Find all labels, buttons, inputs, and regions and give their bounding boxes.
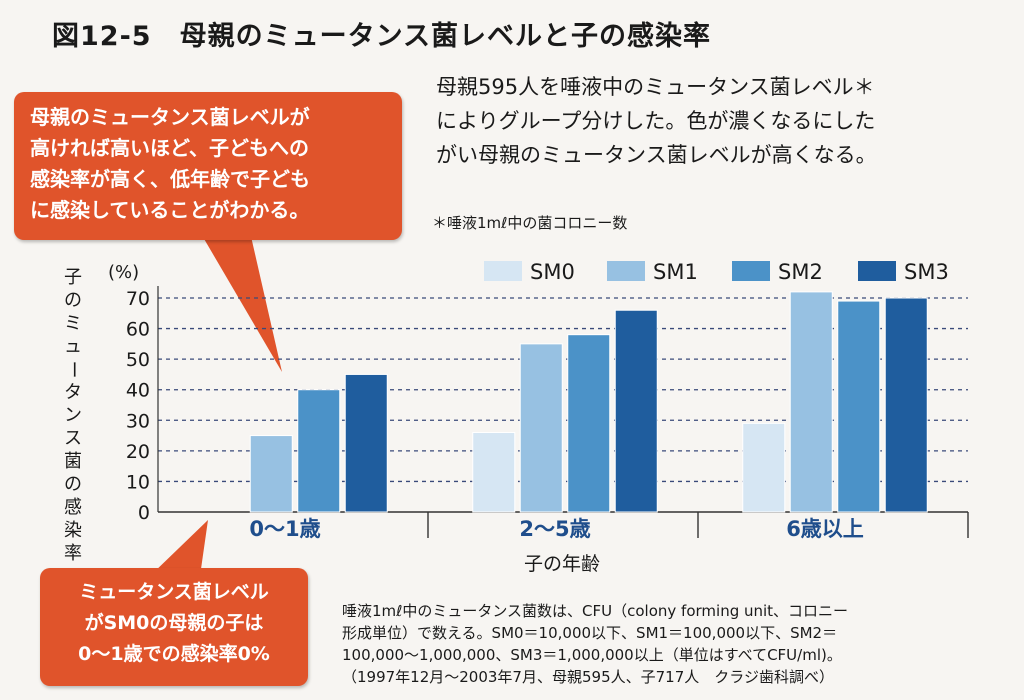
figure-title: 図12-5 母親のミュータンス菌レベルと子の感染率 xyxy=(52,21,712,52)
bar-sm1 xyxy=(519,343,563,513)
y-axis-label-char: 子 xyxy=(64,267,82,288)
bar-sm0 xyxy=(472,432,516,513)
callout-top: 母親のミュータンス菌レベルが 高ければ高いほど、子どもへの 感染率が高く、低年齢… xyxy=(14,92,402,240)
bar-sm2 xyxy=(567,334,611,513)
y-axis-label-char: 菌 xyxy=(64,451,82,472)
legend-label: SM2 xyxy=(778,260,823,284)
bar-sm3 xyxy=(614,309,658,513)
note-line: 形成単位）で数える。SM0＝10,000以下、SM1＝100,000以下、SM2… xyxy=(342,624,838,642)
note-line: 唾液1mℓ中のミュータンス菌数は、CFU（colony forming unit… xyxy=(342,602,849,620)
y-axis-label-char: ミ xyxy=(64,313,82,334)
callout-line: 母親のミュータンス菌レベルが xyxy=(30,105,310,129)
y-axis-label-char: 感 xyxy=(64,497,82,518)
bar-sm2 xyxy=(837,300,881,513)
y-tick-label: 40 xyxy=(126,380,150,402)
callout-bottom: ミュータンス菌レベル がSM0の母親の子は 0〜1歳での感染率0% xyxy=(40,568,308,686)
y-tick-label: 20 xyxy=(126,441,150,463)
y-axis-label-char: 率 xyxy=(64,543,82,564)
x-axis-title: 子の年齢 xyxy=(524,553,600,575)
callout-line: 0〜1歳での感染率0% xyxy=(78,643,270,665)
description: 母親595人を唾液中のミュータンス菌レベル＊ によりグループ分けした。色が濃くな… xyxy=(436,70,976,172)
legend-swatch-sm1 xyxy=(607,261,645,281)
bar-sm3 xyxy=(884,297,928,513)
description-line: がい母親のミュータンス菌レベルが高くなる。 xyxy=(436,143,877,167)
legend-label: SM0 xyxy=(530,260,575,284)
legend-swatch-sm3 xyxy=(858,261,896,281)
x-category-label: 0〜1歳 xyxy=(249,517,320,541)
y-axis-unit: (%) xyxy=(108,262,140,283)
callout-line: ミュータンス菌レベル xyxy=(79,581,269,603)
callout-line: がSM0の母親の子は xyxy=(84,612,264,634)
y-axis-label-char: タ xyxy=(64,382,82,403)
description-line: 母親595人を唾液中のミュータンス菌レベル＊ xyxy=(436,75,875,99)
legend-label: SM3 xyxy=(904,260,949,284)
bar-sm1 xyxy=(249,435,293,513)
footnote: ＊唾液1mℓ中の菌コロニー数 xyxy=(432,214,628,232)
y-tick-label: 30 xyxy=(126,410,150,432)
callout-line: に感染していることがわかる。 xyxy=(30,198,310,222)
y-axis-label-char: ン xyxy=(64,405,82,426)
y-axis-label-char: の xyxy=(64,474,82,495)
y-tick-label: 60 xyxy=(126,319,150,341)
legend-swatch-sm2 xyxy=(732,261,770,281)
bar-sm3 xyxy=(344,373,388,513)
bar-sm0 xyxy=(742,422,786,513)
x-category-label: 6歳以上 xyxy=(786,517,864,541)
y-axis-label: 子のミュータンス菌の感染率 xyxy=(62,266,84,565)
y-tick-label: 50 xyxy=(126,349,150,371)
callout-line: 高ければ高いほど、子どもへの xyxy=(30,136,309,160)
y-axis-label-char: の xyxy=(64,290,82,311)
callout-line: 感染率が高く、低年齢で子ども xyxy=(30,167,310,191)
description-line: によりグループ分けした。色が濃くなるにした xyxy=(436,109,876,133)
source-note: 唾液1mℓ中のミュータンス菌数は、CFU（colony forming unit… xyxy=(342,600,982,688)
y-axis-label-char: ス xyxy=(64,428,82,449)
y-tick-label: 10 xyxy=(126,471,150,493)
y-axis-label-char: 染 xyxy=(64,520,82,541)
x-category-label: 2〜5歳 xyxy=(519,517,590,541)
legend-label: SM1 xyxy=(653,260,698,284)
bar-sm2 xyxy=(297,389,341,513)
y-tick-label: 0 xyxy=(138,502,150,524)
y-axis-label-char: ュ xyxy=(64,336,82,357)
bar-sm1 xyxy=(789,291,833,513)
note-line: （1997年12月〜2003年7月、母親595人、子717人 クラジ歯科調べ） xyxy=(342,668,834,686)
legend-swatch-sm0 xyxy=(484,261,522,281)
note-line: 100,000〜1,000,000、SM3＝1,000,000以上（単位はすべて… xyxy=(342,646,842,664)
y-tick-label: 70 xyxy=(126,288,150,310)
